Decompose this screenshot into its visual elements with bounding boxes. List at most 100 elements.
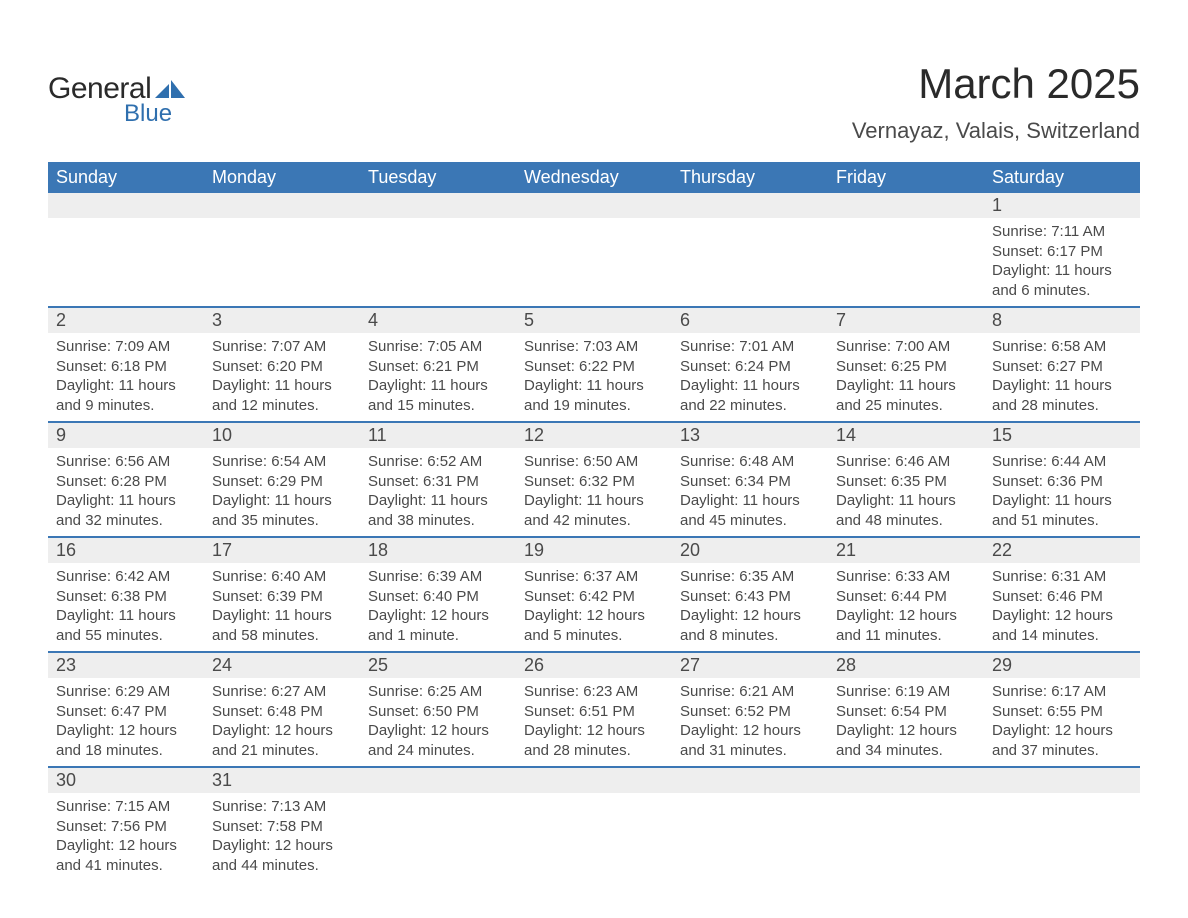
day-number-cell: 31 xyxy=(204,767,360,793)
sunset-line: Sunset: 6:34 PM xyxy=(680,472,820,492)
sunrise-line: Sunrise: 6:19 AM xyxy=(836,682,976,702)
sunset-line: Sunset: 6:43 PM xyxy=(680,587,820,607)
sunset-line: Sunset: 6:39 PM xyxy=(212,587,352,607)
day-number-cell: 19 xyxy=(516,537,672,563)
day-detail-cell xyxy=(516,793,672,881)
sunset-line: Sunset: 6:35 PM xyxy=(836,472,976,492)
daynum-row: 16171819202122 xyxy=(48,537,1140,563)
sunrise-line: Sunrise: 6:48 AM xyxy=(680,452,820,472)
daylight-line: Daylight: 12 hours and 34 minutes. xyxy=(836,721,976,760)
sunset-line: Sunset: 6:42 PM xyxy=(524,587,664,607)
sunrise-line: Sunrise: 7:05 AM xyxy=(368,337,508,357)
day-number-cell: 10 xyxy=(204,422,360,448)
sunrise-line: Sunrise: 6:56 AM xyxy=(56,452,196,472)
day-detail-cell xyxy=(516,218,672,307)
sunset-line: Sunset: 6:29 PM xyxy=(212,472,352,492)
day-detail-cell xyxy=(984,793,1140,881)
day-number-cell: 16 xyxy=(48,537,204,563)
day-detail-cell: Sunrise: 6:56 AMSunset: 6:28 PMDaylight:… xyxy=(48,448,204,537)
daylight-line: Daylight: 12 hours and 24 minutes. xyxy=(368,721,508,760)
day-number-cell xyxy=(672,193,828,218)
sunrise-line: Sunrise: 7:09 AM xyxy=(56,337,196,357)
sunrise-line: Sunrise: 6:31 AM xyxy=(992,567,1132,587)
day-number-cell: 17 xyxy=(204,537,360,563)
daylight-line: Daylight: 12 hours and 5 minutes. xyxy=(524,606,664,645)
month-title: March 2025 xyxy=(852,60,1140,108)
day-detail-cell xyxy=(672,793,828,881)
weekday-header: Monday xyxy=(204,162,360,193)
detail-row: Sunrise: 7:09 AMSunset: 6:18 PM Daylight:… xyxy=(48,333,1140,422)
day-number-cell: 3 xyxy=(204,307,360,333)
day-detail-cell: Sunrise: 7:07 AMSunset: 6:20 PMDaylight:… xyxy=(204,333,360,422)
day-detail-cell: Sunrise: 7:03 AMSunset: 6:22 PMDaylight:… xyxy=(516,333,672,422)
day-number-cell xyxy=(204,193,360,218)
daylight-line: Daylight: 11 hours and 51 minutes. xyxy=(992,491,1132,530)
day-number-cell xyxy=(516,767,672,793)
day-detail-cell xyxy=(48,218,204,307)
detail-row: Sunrise: 6:56 AMSunset: 6:28 PMDaylight:… xyxy=(48,448,1140,537)
sunset-line: Sunset: 6:36 PM xyxy=(992,472,1132,492)
detail-row: Sunrise: 7:15 AMSunset: 7:56 PMDaylight:… xyxy=(48,793,1140,881)
daynum-row: 9101112131415 xyxy=(48,422,1140,448)
daylight-line: Daylight: 11 hours and 19 minutes. xyxy=(524,376,664,415)
daynum-row: 2345678 xyxy=(48,307,1140,333)
day-number-cell: 27 xyxy=(672,652,828,678)
daynum-row: 23242526272829 xyxy=(48,652,1140,678)
day-detail-cell: Sunrise: 7:01 AMSunset: 6:24 PMDaylight:… xyxy=(672,333,828,422)
daylight-line: Daylight: 11 hours and 58 minutes. xyxy=(212,606,352,645)
sunset-line: Sunset: 7:56 PM xyxy=(56,817,196,837)
daylight-line: Daylight: 11 hours and 6 minutes. xyxy=(992,261,1132,300)
daylight-line: Daylight: 11 hours and 42 minutes. xyxy=(524,491,664,530)
day-number-cell: 29 xyxy=(984,652,1140,678)
daynum-row: 1 xyxy=(48,193,1140,218)
sunrise-line: Sunrise: 6:17 AM xyxy=(992,682,1132,702)
day-detail-cell xyxy=(204,218,360,307)
sunset-line: Sunset: 6:54 PM xyxy=(836,702,976,722)
day-detail-cell xyxy=(360,218,516,307)
sunset-line: Sunset: 6:18 PM xyxy=(56,357,196,377)
daylight-line: Daylight: 12 hours and 31 minutes. xyxy=(680,721,820,760)
sunset-line: Sunset: 6:44 PM xyxy=(836,587,976,607)
day-number-cell: 14 xyxy=(828,422,984,448)
day-number-cell: 30 xyxy=(48,767,204,793)
day-number-cell xyxy=(516,193,672,218)
day-number-cell: 7 xyxy=(828,307,984,333)
day-detail-cell: Sunrise: 6:21 AMSunset: 6:52 PMDaylight:… xyxy=(672,678,828,767)
day-detail-cell: Sunrise: 6:44 AMSunset: 6:36 PMDaylight:… xyxy=(984,448,1140,537)
day-number-cell xyxy=(984,767,1140,793)
logo: General Blue xyxy=(48,60,185,128)
sunset-line: Sunset: 6:38 PM xyxy=(56,587,196,607)
day-detail-cell: Sunrise: 6:52 AMSunset: 6:31 PMDaylight:… xyxy=(360,448,516,537)
daylight-line: Daylight: 12 hours and 28 minutes. xyxy=(524,721,664,760)
daynum-row: 3031 xyxy=(48,767,1140,793)
weekday-header: Friday xyxy=(828,162,984,193)
sunrise-line: Sunrise: 7:07 AM xyxy=(212,337,352,357)
sunrise-line: Sunrise: 6:23 AM xyxy=(524,682,664,702)
daylight-line: Daylight: 11 hours and 32 minutes. xyxy=(56,491,196,530)
day-number-cell xyxy=(828,193,984,218)
daylight-line: Daylight: 11 hours and 25 minutes. xyxy=(836,376,976,415)
day-detail-cell: Sunrise: 6:17 AMSunset: 6:55 PMDaylight:… xyxy=(984,678,1140,767)
day-number-cell: 2 xyxy=(48,307,204,333)
detail-row: Sunrise: 6:29 AMSunset: 6:47 PMDaylight:… xyxy=(48,678,1140,767)
sunset-line: Sunset: 6:51 PM xyxy=(524,702,664,722)
daylight-line: Daylight: 12 hours and 8 minutes. xyxy=(680,606,820,645)
sunset-line: Sunset: 6:40 PM xyxy=(368,587,508,607)
sunset-line: Sunset: 6:27 PM xyxy=(992,357,1132,377)
day-number-cell: 9 xyxy=(48,422,204,448)
day-number-cell: 25 xyxy=(360,652,516,678)
day-number-cell: 24 xyxy=(204,652,360,678)
day-number-cell xyxy=(360,193,516,218)
sunrise-line: Sunrise: 7:11 AM xyxy=(992,222,1132,242)
day-detail-cell: Sunrise: 7:00 AMSunset: 6:25 PMDaylight:… xyxy=(828,333,984,422)
day-detail-cell: Sunrise: 6:54 AMSunset: 6:29 PMDaylight:… xyxy=(204,448,360,537)
daylight-line: Daylight: 12 hours and 1 minute. xyxy=(368,606,508,645)
weekday-header: Tuesday xyxy=(360,162,516,193)
sunrise-line: Sunrise: 7:13 AM xyxy=(212,797,352,817)
sunrise-line: Sunrise: 6:39 AM xyxy=(368,567,508,587)
daylight-line: Daylight: 12 hours and 11 minutes. xyxy=(836,606,976,645)
daylight-line: Daylight: 12 hours and 18 minutes. xyxy=(56,721,196,760)
sunrise-line: Sunrise: 6:54 AM xyxy=(212,452,352,472)
weekday-header: Wednesday xyxy=(516,162,672,193)
sunset-line: Sunset: 6:55 PM xyxy=(992,702,1132,722)
